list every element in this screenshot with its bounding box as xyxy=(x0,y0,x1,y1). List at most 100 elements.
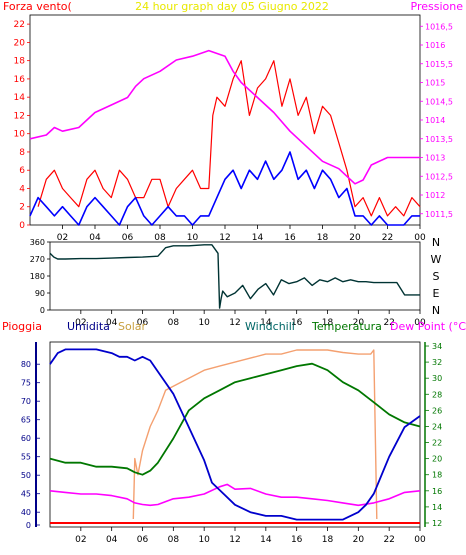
direction-degree-tick-label: 180 xyxy=(30,272,45,281)
wind-chart-title: 24 hour graph day 05 Giugno 2022 xyxy=(135,0,329,13)
temperature-tick-label: 32 xyxy=(432,358,442,367)
humidity-tick-label: 50 xyxy=(21,471,31,480)
temperature-tick-label: 20 xyxy=(432,455,442,464)
x-tick-label: 08 xyxy=(168,318,180,328)
compass-label: E xyxy=(433,287,440,300)
y-left-tick-label: 12 xyxy=(14,111,25,121)
y-right-tick-label: 1012 xyxy=(425,191,445,200)
y-left-tick-label: 14 xyxy=(14,93,26,103)
y-left-tick-label: 0 xyxy=(19,221,25,231)
temperature-tick-label: 22 xyxy=(432,439,442,448)
y-left-tick-label: 18 xyxy=(14,57,26,67)
temperature-line xyxy=(49,362,421,476)
y-right-tick-label: 1013 xyxy=(425,154,445,163)
x-tick-label: 02 xyxy=(57,233,68,243)
y-left-tick-label: 16 xyxy=(14,75,26,85)
y-right-tick-label: 1012,5 xyxy=(425,172,453,181)
x-tick-label: 06 xyxy=(137,535,149,545)
x-tick-label: 22 xyxy=(383,535,394,545)
x-tick-label: 08 xyxy=(154,233,166,243)
legend-solar: Solar xyxy=(118,320,147,333)
y-right-tick-label: 1013,5 xyxy=(425,135,453,144)
humidity-tick-label: 65 xyxy=(21,416,31,425)
temperature-series xyxy=(49,348,421,524)
direction-degree-tick-label: 360 xyxy=(30,238,45,247)
direction-degree-tick-label: 0 xyxy=(40,306,45,315)
x-tick-label: 06 xyxy=(137,318,149,328)
x-tick-label: 00 xyxy=(414,535,426,545)
humidity-tick-label: 0 xyxy=(26,521,31,530)
humidity-tick-label: 70 xyxy=(21,397,31,406)
pressure-line xyxy=(29,49,420,185)
x-tick-label: 10 xyxy=(187,233,199,243)
legend-temperatura: Temperatura xyxy=(311,320,382,333)
y-right-tick-label: 1015 xyxy=(425,79,445,88)
humidity-tick-label: 55 xyxy=(21,453,31,462)
temperature-tick-label: 16 xyxy=(432,487,442,496)
direction-degree-tick-label: 90 xyxy=(35,289,45,298)
gust-line xyxy=(37,60,421,217)
temperature-tick-label: 30 xyxy=(432,374,442,383)
compass-label: S xyxy=(433,270,440,283)
wind-chart-ticks: 02468101214161820221011,510121012,510131… xyxy=(14,20,453,243)
x-tick-label: 14 xyxy=(252,233,264,243)
humidity-tick-label: 45 xyxy=(21,490,31,499)
y-left-tick-label: 4 xyxy=(19,184,25,194)
y-right-tick-label: 1016 xyxy=(425,41,445,50)
x-tick-label: 20 xyxy=(353,318,365,328)
x-tick-label: 22 xyxy=(383,318,394,328)
wind-chart-series xyxy=(29,49,421,226)
y-left-tick-label: 10 xyxy=(14,130,26,140)
x-tick-label: 14 xyxy=(260,535,272,545)
x-tick-label: 16 xyxy=(291,535,303,545)
wind-pressure-plot-area xyxy=(29,14,421,226)
temperature-legend: Pioggia Umidita Solar Windchill Temperat… xyxy=(2,320,466,333)
x-tick-label: 00 xyxy=(414,233,426,243)
temperature-tick-label: 14 xyxy=(432,503,442,512)
humidity-tick-label: 40 xyxy=(21,508,31,517)
x-tick-label: 20 xyxy=(349,233,361,243)
wind-direction-plot-area xyxy=(49,241,421,311)
y-right-tick-label: 1011,5 xyxy=(425,210,453,219)
compass-label: N xyxy=(432,236,440,249)
x-tick-label: 16 xyxy=(284,233,296,243)
x-tick-label: 14 xyxy=(260,318,272,328)
x-tick-label: 06 xyxy=(122,233,134,243)
x-tick-label: 20 xyxy=(353,535,365,545)
x-tick-label: 04 xyxy=(106,535,118,545)
y-left-tick-label: 22 xyxy=(14,20,25,30)
x-tick-label: 08 xyxy=(168,535,180,545)
pressure-axis-label: Pressione xyxy=(411,0,464,13)
x-tick-label: 18 xyxy=(322,318,334,328)
x-tick-label: 00 xyxy=(414,318,426,328)
humidity-tick-label: 60 xyxy=(21,434,31,443)
humidity-line xyxy=(49,348,421,521)
temperature-ticks: 0404550556065707580121416182022242628303… xyxy=(21,342,442,545)
wind-average-line xyxy=(29,151,420,226)
y-left-tick-label: 20 xyxy=(14,38,26,48)
solar-line xyxy=(132,349,378,520)
dew-point-line xyxy=(49,483,421,507)
temperature-tick-label: 18 xyxy=(432,471,442,480)
y-left-tick-label: 8 xyxy=(19,148,25,158)
y-right-tick-label: 1014,5 xyxy=(425,97,453,106)
x-tick-label: 04 xyxy=(89,233,101,243)
x-tick-label: 22 xyxy=(382,233,393,243)
legend-pioggia: Pioggia xyxy=(2,320,42,333)
temperature-tick-label: 24 xyxy=(432,422,442,431)
temperature-tick-label: 34 xyxy=(432,342,442,351)
legend-dew-point: Dew Point (°C) xyxy=(390,320,466,333)
x-tick-label: 18 xyxy=(317,233,329,243)
x-tick-label: 12 xyxy=(219,233,230,243)
y-left-tick-label: 6 xyxy=(19,166,25,176)
compass-label: N xyxy=(432,304,440,317)
legend-windchill: Windchill xyxy=(245,320,295,333)
temperature-tick-label: 26 xyxy=(432,406,442,415)
legend-umidita: Umidita xyxy=(67,320,110,333)
x-tick-label: 10 xyxy=(198,535,210,545)
y-right-tick-label: 1014 xyxy=(425,116,445,125)
temperature-tick-label: 12 xyxy=(432,519,442,528)
